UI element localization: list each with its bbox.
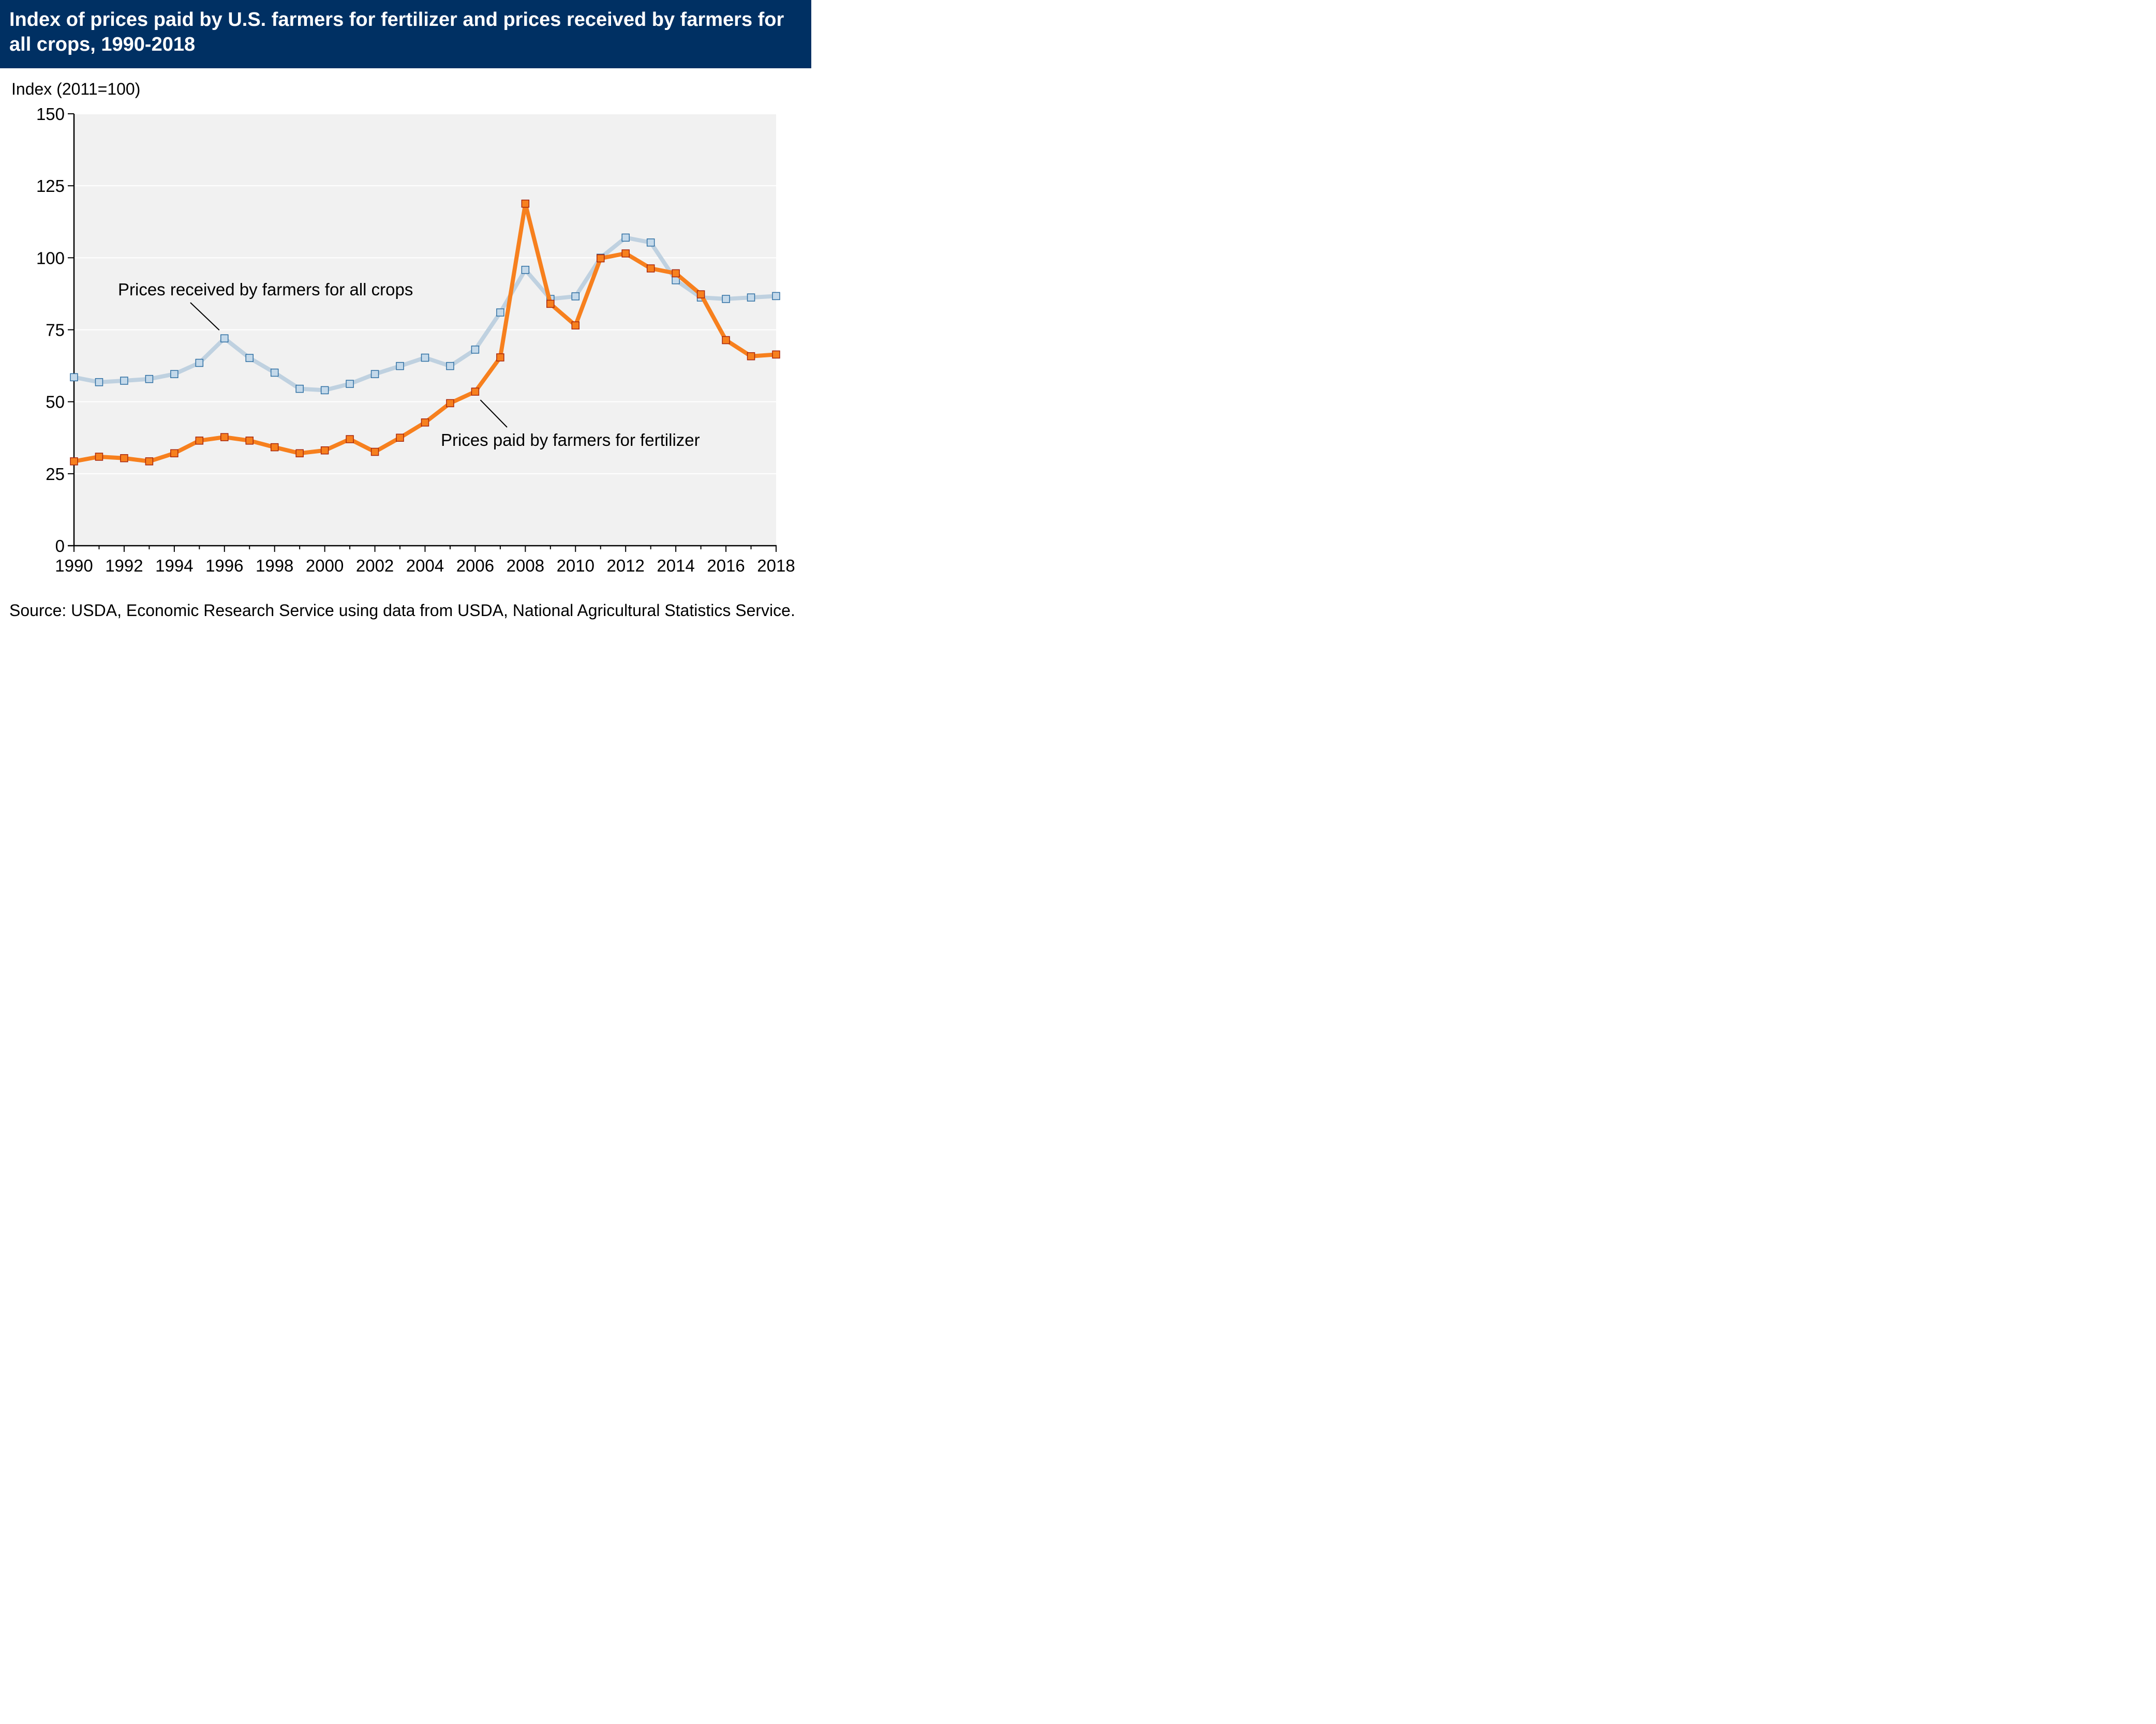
data-point-fertilizer <box>597 254 605 263</box>
data-point-crops <box>621 233 630 242</box>
data-point-fertilizer <box>747 352 755 361</box>
x-tick-label: 1992 <box>105 556 143 575</box>
data-point-fertilizer <box>70 457 78 466</box>
source-note: Source: USDA, Economic Research Service … <box>9 601 795 620</box>
data-point-crops <box>571 292 580 301</box>
data-point-fertilizer <box>145 457 154 466</box>
x-tick-label: 2008 <box>507 556 544 575</box>
data-point-fertilizer <box>195 437 204 445</box>
data-point-fertilizer <box>646 264 655 273</box>
data-point-fertilizer <box>696 290 705 298</box>
x-tick-label: 2012 <box>607 556 645 575</box>
data-point-crops <box>145 374 154 383</box>
data-point-crops <box>220 334 229 342</box>
x-tick-label: 2004 <box>406 556 444 575</box>
data-point-crops <box>195 358 204 367</box>
data-point-crops <box>646 238 655 247</box>
data-point-fertilizer <box>722 336 730 344</box>
data-point-fertilizer <box>471 387 480 396</box>
data-point-fertilizer <box>295 449 304 458</box>
data-point-crops <box>370 370 379 378</box>
data-point-crops <box>446 362 454 370</box>
x-tick-label: 1998 <box>256 556 293 575</box>
data-point-fertilizer <box>270 443 279 452</box>
data-point-crops <box>270 368 279 377</box>
data-point-fertilizer <box>672 269 680 278</box>
data-point-fertilizer <box>170 449 179 458</box>
title-bar: Index of prices paid by U.S. farmers for… <box>0 0 811 68</box>
data-point-crops <box>747 293 755 302</box>
data-point-fertilizer <box>621 249 630 258</box>
x-tick-label: 2010 <box>557 556 594 575</box>
data-point-fertilizer <box>370 447 379 456</box>
data-point-fertilizer <box>421 418 429 427</box>
data-point-crops <box>722 295 730 303</box>
series-layer <box>70 199 780 466</box>
data-point-fertilizer <box>496 353 504 362</box>
data-point-crops <box>396 362 404 370</box>
data-point-crops <box>95 378 103 386</box>
data-point-fertilizer <box>446 399 454 408</box>
x-tick-label: 2002 <box>356 556 394 575</box>
data-point-fertilizer <box>396 433 404 442</box>
y-tick-label: 150 <box>36 104 65 124</box>
data-point-crops <box>346 380 354 388</box>
series-crops <box>70 233 780 395</box>
x-tick-label: 2014 <box>657 556 694 575</box>
x-tick-label: 1996 <box>205 556 243 575</box>
x-tick-label: 2016 <box>707 556 745 575</box>
annotation-fertilizer: Prices paid by farmers for fertilizer <box>441 430 700 449</box>
series-fertilizer <box>70 199 780 466</box>
data-point-fertilizer <box>546 299 555 308</box>
data-point-crops <box>120 377 128 385</box>
data-point-fertilizer <box>772 350 780 359</box>
data-point-crops <box>295 384 304 393</box>
data-point-crops <box>471 346 480 354</box>
data-point-fertilizer <box>120 454 128 462</box>
data-point-fertilizer <box>245 437 254 445</box>
x-tick-label: 1990 <box>55 556 93 575</box>
line-chart: 0 25 50 75 100 125 150 1990 1992 1994 1996 1998 2000… <box>36 104 795 575</box>
annotation-crops: Prices received by farmers for all crops <box>118 280 413 299</box>
annotation-leader-crops <box>190 302 220 331</box>
x-tick-label: 2006 <box>456 556 494 575</box>
x-tick-label: 1994 <box>155 556 193 575</box>
x-tick-label: 2000 <box>306 556 344 575</box>
data-point-crops <box>170 370 179 378</box>
y-tick-label: 50 <box>46 393 65 412</box>
axes: 0 25 50 75 100 125 150 1990 1992 1994 1996 1998 2000… <box>36 104 795 575</box>
data-point-crops <box>496 308 504 317</box>
y-tick-label: 125 <box>36 176 65 196</box>
y-tick-label: 100 <box>36 248 65 267</box>
data-point-crops <box>245 354 254 362</box>
data-point-fertilizer <box>95 453 103 461</box>
data-point-fertilizer <box>320 446 329 455</box>
data-point-fertilizer <box>346 435 354 443</box>
data-point-fertilizer <box>521 199 530 208</box>
y-tick-label: 75 <box>46 321 65 340</box>
annotation-leader-fertilizer <box>480 399 508 428</box>
data-point-crops <box>320 386 329 395</box>
data-point-crops <box>421 353 429 362</box>
data-point-crops <box>772 292 780 301</box>
annotation-layer: Prices received by farmers for all crops… <box>118 280 700 449</box>
data-point-crops <box>521 265 530 274</box>
data-point-crops <box>70 373 78 382</box>
y-tick-label: 0 <box>55 536 65 556</box>
y-axis-label: Index (2011=100) <box>11 80 141 98</box>
y-tick-label: 25 <box>46 464 65 484</box>
data-point-fertilizer <box>220 433 229 441</box>
x-tick-label: 2018 <box>757 556 795 575</box>
chart-title: Index of prices paid by U.S. farmers for… <box>9 9 784 55</box>
data-point-fertilizer <box>571 321 580 329</box>
